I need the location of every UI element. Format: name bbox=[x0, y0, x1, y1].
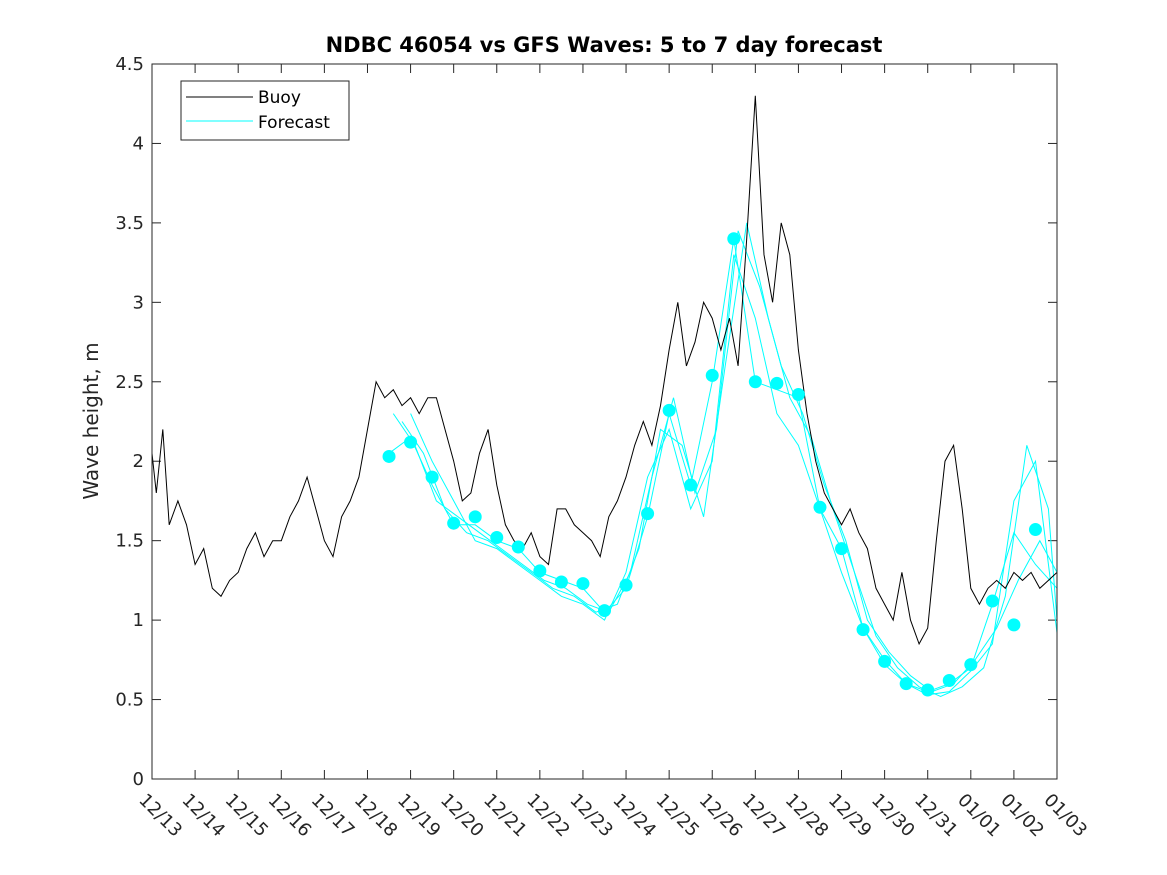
y-axis-label: Wave height, m bbox=[79, 342, 103, 499]
forecast-marker bbox=[705, 368, 719, 382]
forecast-marker bbox=[835, 542, 849, 556]
forecast-line-4 bbox=[410, 254, 1058, 696]
forecast-marker bbox=[511, 540, 525, 554]
forecast-marker bbox=[404, 435, 418, 449]
forecast-marker bbox=[748, 375, 762, 389]
y-tick-label: 4.5 bbox=[115, 54, 144, 75]
y-tick-label: 4 bbox=[133, 133, 144, 154]
forecast-marker bbox=[425, 470, 439, 484]
buoy-line bbox=[151, 95, 1058, 646]
chart-title: NDBC 46054 vs GFS Waves: 5 to 7 day fore… bbox=[326, 33, 883, 57]
y-tick-label: 0 bbox=[133, 769, 144, 790]
forecast-marker bbox=[770, 376, 784, 390]
forecast-marker bbox=[942, 673, 956, 687]
forecast-marker bbox=[1028, 523, 1042, 537]
y-tick-label: 1.5 bbox=[115, 531, 144, 552]
legend-box bbox=[180, 80, 350, 141]
y-tick-label: 0.5 bbox=[115, 690, 144, 711]
forecast-marker bbox=[468, 510, 482, 524]
legend-buoy-label: Buoy bbox=[258, 88, 301, 108]
y-tick-label: 2 bbox=[133, 451, 144, 472]
forecast-marker bbox=[791, 387, 805, 401]
y-tick-label: 2.5 bbox=[115, 372, 144, 393]
forecast-marker bbox=[641, 507, 655, 521]
forecast-marker bbox=[813, 500, 827, 514]
y-axis-ticks: 0 0.5 1 1.5 2 2.5 3 3.5 4 4.5 bbox=[115, 54, 1057, 790]
forecast-marker bbox=[684, 478, 698, 492]
forecast-marker bbox=[490, 530, 504, 544]
forecast-marker bbox=[727, 232, 741, 246]
y-tick-label: 3 bbox=[133, 292, 144, 313]
forecast-marker bbox=[856, 623, 870, 637]
forecast-marker bbox=[554, 575, 568, 589]
forecast-marker bbox=[985, 594, 999, 608]
y-tick-label: 1 bbox=[133, 610, 144, 631]
legend: Buoy Forecast bbox=[180, 80, 350, 141]
plot-area bbox=[152, 64, 1057, 779]
forecast-marker bbox=[447, 516, 461, 530]
forecast-marker bbox=[964, 658, 978, 672]
forecast-marker bbox=[598, 604, 611, 618]
forecast-marker bbox=[899, 677, 913, 691]
forecast-marker bbox=[382, 449, 396, 463]
axes-box bbox=[151, 63, 1058, 780]
y-tick-label: 3.5 bbox=[115, 213, 144, 234]
forecast-marker bbox=[878, 654, 892, 668]
forecast-marker bbox=[576, 577, 590, 591]
forecast-marker bbox=[662, 403, 676, 417]
forecast-marker bbox=[1007, 618, 1021, 632]
forecast-line-3 bbox=[401, 222, 1058, 697]
forecast-marker bbox=[921, 683, 935, 697]
forecast-marker bbox=[533, 564, 547, 578]
forecast-marker bbox=[619, 578, 633, 592]
legend-forecast-label: Forecast bbox=[258, 113, 330, 133]
forecast-markers bbox=[382, 232, 1042, 697]
